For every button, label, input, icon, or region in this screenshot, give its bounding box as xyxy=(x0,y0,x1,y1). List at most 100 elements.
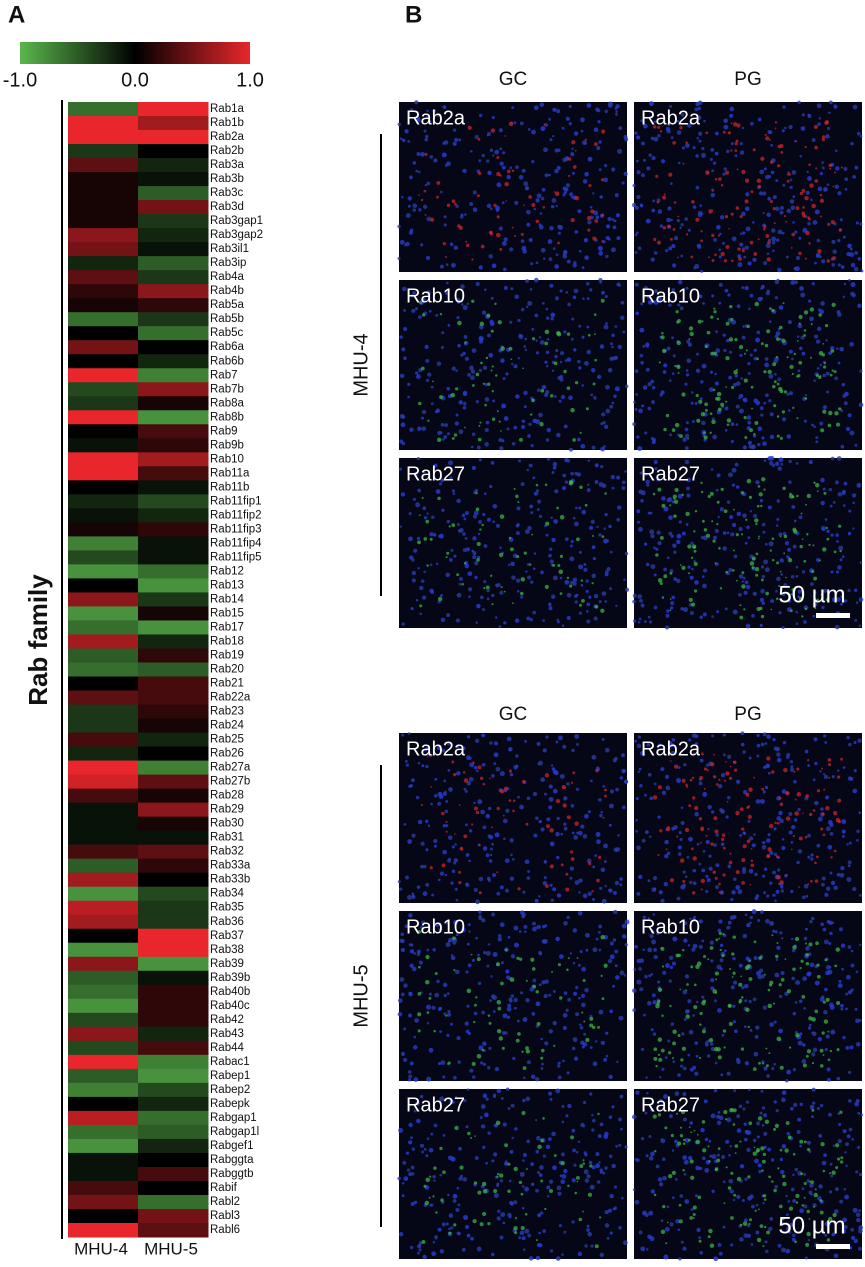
nucleus xyxy=(799,346,803,351)
nucleus xyxy=(598,600,602,604)
nucleus xyxy=(848,509,852,513)
stain xyxy=(825,806,830,811)
stain xyxy=(474,1003,477,1007)
stain xyxy=(701,1029,706,1034)
heatmap-cell xyxy=(138,900,209,916)
nucleus xyxy=(781,789,787,794)
nucleus xyxy=(824,1233,828,1237)
stain xyxy=(820,428,825,433)
stain xyxy=(604,794,607,798)
nucleus xyxy=(724,288,729,293)
nucleus xyxy=(467,587,473,592)
stain xyxy=(831,369,834,372)
stain xyxy=(701,320,704,323)
nucleus xyxy=(634,205,639,210)
stain xyxy=(813,1205,815,1208)
nucleus xyxy=(820,301,825,306)
nucleus xyxy=(788,811,793,816)
nucleus xyxy=(718,248,722,252)
nucleus xyxy=(726,1117,732,1123)
stain xyxy=(760,578,764,582)
stain xyxy=(598,1216,602,1219)
row-label: Rab20 xyxy=(210,664,244,676)
nucleus xyxy=(735,423,739,426)
nucleus xyxy=(596,839,601,845)
stain xyxy=(594,333,596,335)
stain xyxy=(475,996,478,999)
stain xyxy=(532,984,537,989)
row-label: Rabggta xyxy=(210,1154,254,1166)
stain xyxy=(722,846,726,850)
nucleus xyxy=(669,606,674,610)
stain xyxy=(471,258,474,261)
stain xyxy=(805,953,809,957)
stain xyxy=(452,772,457,777)
nucleus xyxy=(840,594,844,599)
nucleus xyxy=(575,787,580,791)
nucleus xyxy=(456,592,462,598)
nucleus xyxy=(540,827,545,832)
nucleus xyxy=(618,1015,624,1021)
nucleus xyxy=(647,879,651,883)
nucleus xyxy=(424,344,429,349)
heatmap-cell xyxy=(138,620,209,635)
nucleus xyxy=(445,1222,449,1226)
nucleus xyxy=(636,509,641,514)
stain xyxy=(773,380,777,384)
stain xyxy=(797,374,801,378)
nucleus xyxy=(716,610,720,614)
stain xyxy=(815,374,819,377)
nucleus xyxy=(767,1147,772,1152)
nucleus xyxy=(640,1246,646,1252)
stain xyxy=(712,775,717,779)
row-label: Rab33b xyxy=(210,874,250,886)
nucleus xyxy=(790,1106,794,1111)
nucleus xyxy=(829,931,833,936)
nucleus xyxy=(534,277,539,283)
stain xyxy=(675,953,680,958)
nucleus xyxy=(563,1230,567,1234)
stain xyxy=(540,388,545,393)
nucleus xyxy=(425,764,429,769)
nucleus xyxy=(650,929,655,934)
nucleus xyxy=(584,1178,590,1183)
nucleus xyxy=(731,236,737,242)
nucleus xyxy=(507,1003,512,1008)
row-label: Rabgap1 xyxy=(210,1112,257,1124)
row-label: Rab5b xyxy=(210,313,244,325)
nucleus xyxy=(670,218,673,222)
stain xyxy=(458,225,463,230)
heatmap-cell xyxy=(138,984,209,1000)
stain xyxy=(832,1212,837,1218)
nucleus xyxy=(538,514,543,519)
stain xyxy=(520,577,526,582)
nucleus xyxy=(666,609,670,613)
nucleus xyxy=(573,991,578,997)
nucleus xyxy=(585,948,589,952)
nucleus xyxy=(441,152,447,158)
nucleus xyxy=(791,592,796,596)
nucleus xyxy=(510,954,516,959)
nucleus xyxy=(719,507,724,512)
nucleus xyxy=(859,369,863,373)
nucleus xyxy=(668,955,674,960)
colorbar-tick-label: 1.0 xyxy=(236,69,264,91)
nucleus xyxy=(849,430,855,436)
nucleus xyxy=(739,232,743,236)
nucleus xyxy=(421,595,427,600)
nucleus xyxy=(502,818,508,824)
stain-label: Rab2a xyxy=(406,738,466,760)
heatmap-cell xyxy=(68,186,139,201)
nucleus xyxy=(776,868,781,872)
stain xyxy=(727,1186,732,1190)
stain xyxy=(748,1121,753,1126)
nucleus xyxy=(456,771,461,776)
nucleus xyxy=(717,1243,722,1247)
stain xyxy=(495,374,498,377)
nucleus xyxy=(788,596,792,600)
stain xyxy=(724,1118,728,1121)
stain xyxy=(657,487,662,492)
stain xyxy=(673,514,677,518)
nucleus xyxy=(815,252,821,258)
nucleus xyxy=(678,1257,682,1261)
